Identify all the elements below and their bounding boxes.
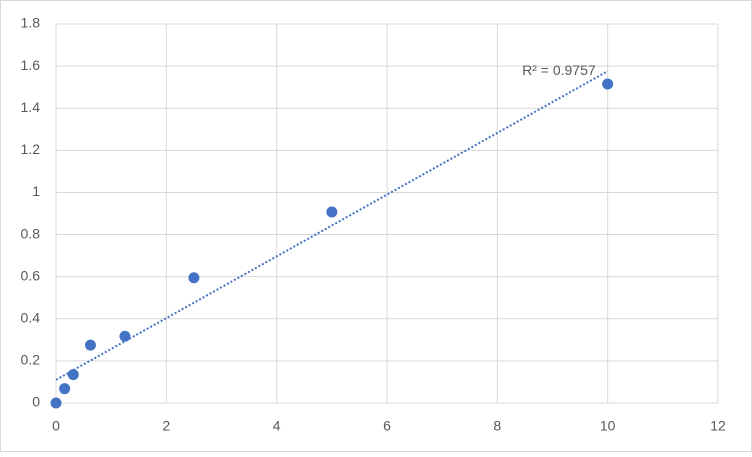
x-tick-label: 0	[52, 418, 60, 434]
trendline-label: R² = 0.9757	[522, 62, 596, 78]
trendline	[55, 70, 609, 381]
point	[50, 397, 62, 409]
point	[59, 383, 71, 395]
point	[84, 339, 96, 351]
x-tick-label: 8	[493, 418, 501, 434]
x-tick-label: 12	[710, 418, 726, 434]
point	[602, 78, 614, 90]
x-tick-label: 2	[162, 418, 170, 434]
y-tick-label: 1.6	[21, 57, 41, 73]
y-tick-label: 0.2	[21, 352, 41, 368]
y-tick-label: 1	[32, 183, 40, 199]
y-tick-label: 0.8	[21, 225, 41, 241]
point	[326, 206, 338, 218]
y-tick-label: 0.4	[21, 309, 41, 325]
x-tick-label: 6	[383, 418, 391, 434]
point	[188, 272, 200, 284]
point	[67, 369, 79, 381]
x-tick-label: 10	[600, 418, 616, 434]
y-tick-label: 0.6	[21, 267, 41, 283]
y-tick-label: 1.4	[21, 99, 41, 115]
x-tick-label: 4	[273, 418, 281, 434]
point	[119, 330, 131, 342]
y-tick-label: 1.8	[21, 15, 41, 31]
y-tick-label: 0	[32, 394, 40, 410]
y-tick-label: 1.2	[21, 141, 41, 157]
